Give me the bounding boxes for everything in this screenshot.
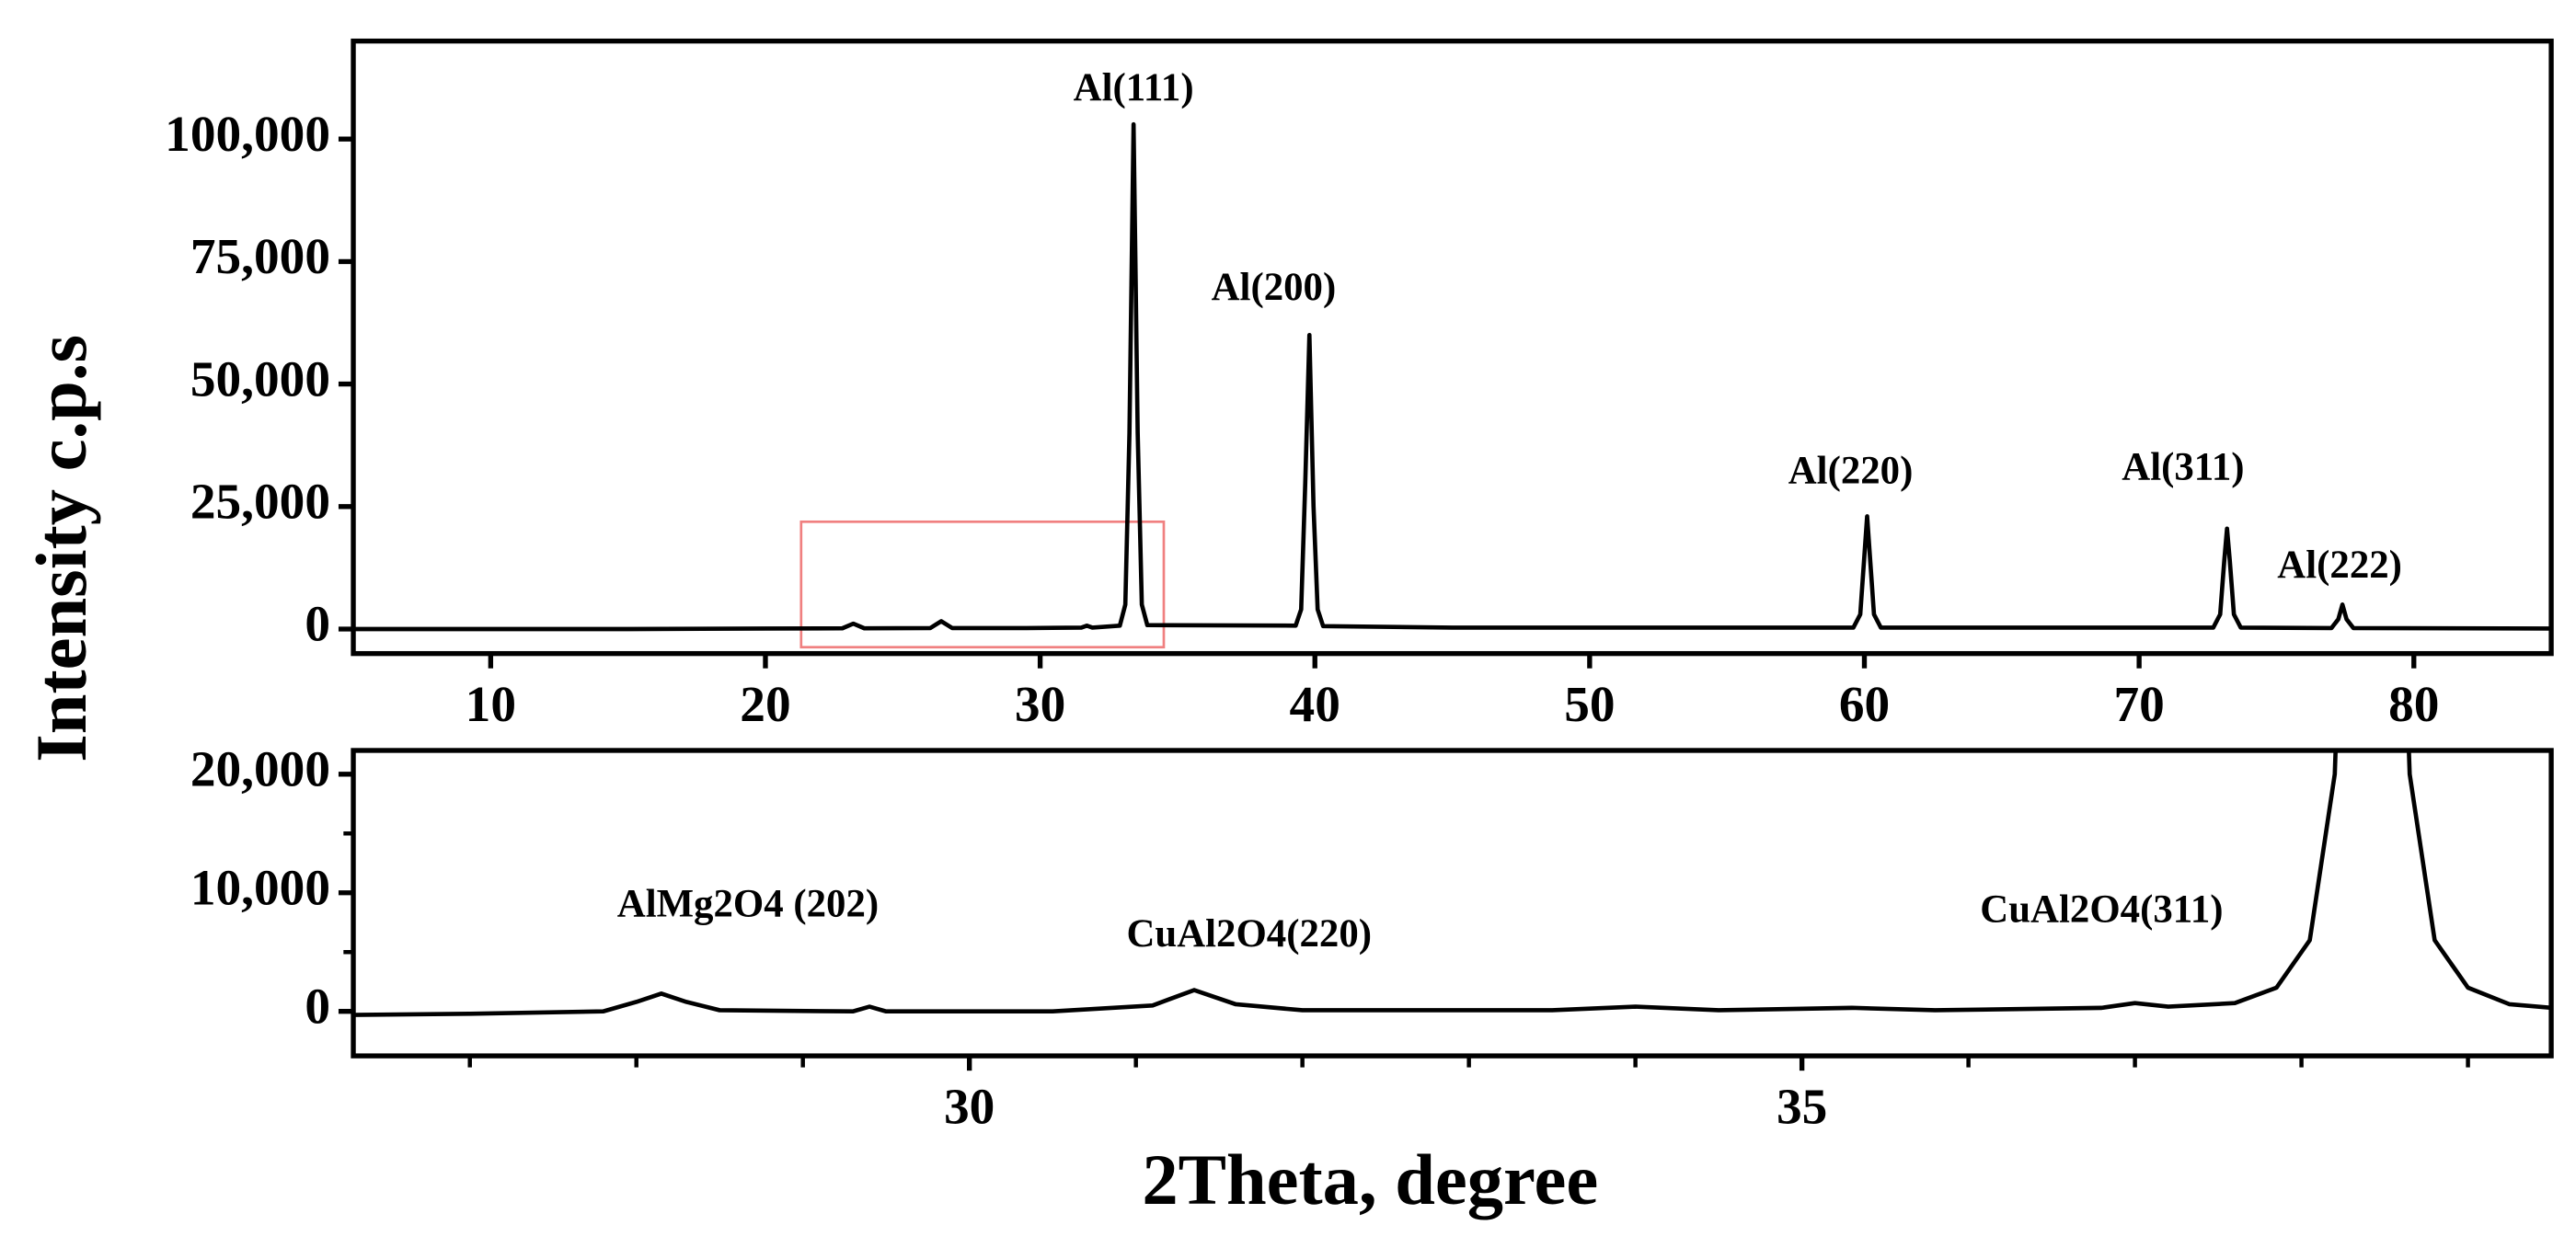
y-tick-label: 25,000 (190, 474, 330, 530)
xrd-line (353, 750, 2552, 1017)
x-tick-label: 50 (1564, 676, 1615, 732)
xrd-line (353, 121, 2552, 632)
peak-label: CuAl2O4(311) (1980, 888, 2223, 932)
x-tick-label: 40 (1290, 676, 1340, 732)
x-tick-label: 35 (1777, 1079, 1827, 1135)
y-tick-label: 100,000 (165, 106, 330, 162)
y-axis-label: Intensity c.p.s (21, 335, 101, 762)
y-tick-label: 0 (305, 978, 330, 1034)
peak-label: Al(111) (1074, 66, 1194, 109)
y-tick-label: 20,000 (190, 740, 330, 796)
y-tick-label: 0 (305, 596, 330, 652)
y-tick-label: 10,000 (190, 859, 330, 915)
peak-label: AlMg2O4 (202) (617, 883, 879, 926)
x-tick-label: 30 (1015, 676, 1065, 732)
x-tick-label: 60 (1839, 676, 1890, 732)
peak-label: Al(220) (1788, 449, 1914, 492)
peak-label: Al(311) (2122, 446, 2244, 489)
x-axis-label: 2Theta, degree (1142, 1139, 1598, 1219)
peak-label: Al(222) (2277, 544, 2402, 587)
y-tick-label: 75,000 (190, 228, 330, 284)
y-tick-label: 50,000 (190, 350, 330, 406)
x-tick-label: 30 (944, 1079, 995, 1135)
x-tick-label: 20 (740, 676, 790, 732)
x-tick-label: 10 (466, 676, 516, 732)
zoom-region (799, 520, 1166, 649)
plot-frame (351, 748, 2554, 1059)
plot-frame (351, 38, 2554, 657)
peak-label: Al(200) (1212, 266, 1337, 309)
x-tick-label: 80 (2388, 676, 2439, 732)
x-tick-label: 70 (2113, 676, 2164, 732)
peak-label: CuAl2O4(220) (1126, 912, 1372, 956)
